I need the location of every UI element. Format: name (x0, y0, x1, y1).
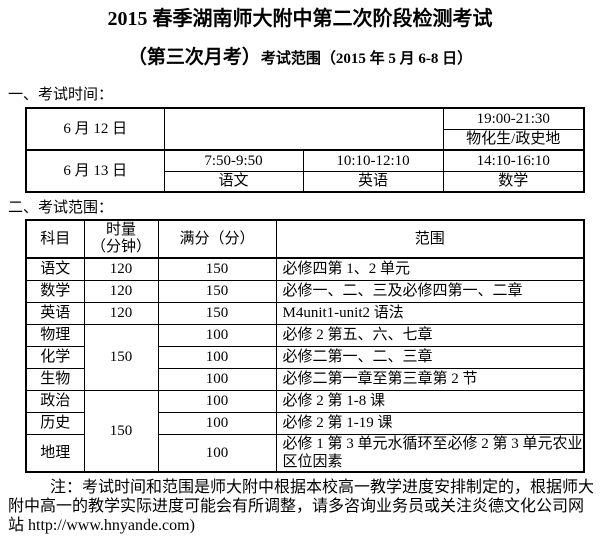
duration-cell: 120 (83, 257, 159, 281)
score-cell: 100 (157, 367, 277, 391)
schedule-time-cell: 7:50-9:50 (163, 149, 304, 172)
column-header-duration-line2: （分钟） (90, 239, 151, 255)
schedule-date-cell: 6 月 13 日 (25, 149, 165, 193)
section-exam-scope-heading: 二、考试范围： (8, 200, 114, 216)
schedule-date-cell: 6 月 12 日 (25, 107, 165, 151)
schedule-time-cell: 10:10-12:10 (302, 149, 444, 172)
score-cell: 100 (157, 323, 277, 347)
table-row: 6 月 13 日 7:50-9:50 10:10-12:10 14:10-16:… (25, 149, 585, 193)
range-cell: 必修四第 1、2 单元 (275, 257, 585, 281)
schedule-subject-cell: 语文 (163, 170, 304, 193)
subject-cell: 数学 (25, 279, 85, 303)
duration-merged-cell: 150 (83, 323, 159, 391)
table-header-row: 科目 时量 （分钟） 满分（分） 范围 (25, 219, 585, 259)
subtitle-scope-date: 考试范围（2015 年 5 月 6-8 日） (260, 51, 473, 67)
range-cell: 必修 2 第 1-8 课 (275, 389, 585, 413)
range-cell: 必修二第一章至第三章第 2 节 (275, 367, 585, 391)
subtitle-exam-name: （第三次月考） (127, 47, 261, 68)
table-row: 物理 150 100 必修 2 第五、六、七章 (25, 323, 585, 391)
column-header-duration: 时量 （分钟） (83, 219, 159, 259)
footnote-text: 注：考试时间和范围是师大附中根据本校高一教学进度安排制定的，根据师大附中高一的教… (8, 479, 595, 534)
score-cell: 150 (157, 257, 277, 281)
subject-cell: 生物 (25, 367, 85, 391)
subject-cell: 政治 (25, 389, 85, 413)
range-cell: 必修二第一、二、三章 (275, 345, 585, 369)
range-cell: 必修 2 第 1-19 课 (275, 411, 585, 435)
subject-cell: 英语 (25, 301, 85, 325)
schedule-time-cell: 19:00-21:30 (442, 107, 585, 130)
column-header-range: 范围 (275, 219, 585, 259)
range-cell: M4unit1-unit2 语法 (275, 301, 585, 325)
range-cell: 必修 2 第五、六、七章 (275, 323, 585, 347)
score-cell: 150 (157, 279, 277, 303)
table-row: 6 月 12 日 19:00-21:30 (25, 107, 585, 151)
score-cell: 100 (157, 389, 277, 413)
table-row: 历史 100 必修 2 第 1-19 课 (25, 411, 585, 435)
subject-cell: 物理 (25, 323, 85, 347)
schedule-subject-cell: 英语 (302, 170, 444, 193)
schedule-subject-cell: 数学 (442, 170, 585, 193)
column-header-score: 满分（分） (157, 219, 277, 259)
score-cell: 100 (157, 433, 277, 473)
page-title: 2015 春季湖南师大附中第二次阶段检测考试 (107, 8, 493, 30)
subject-cell: 语文 (25, 257, 85, 281)
schedule-time-cell: 14:10-16:10 (442, 149, 585, 172)
table-row: 地理 100 必修 1 第 3 单元水循环至必修 2 第 3 单元农业区位因素 (25, 433, 585, 473)
table-row: 语文 120 150 必修四第 1、2 单元 (25, 257, 585, 281)
column-header-subject: 科目 (25, 219, 85, 259)
range-cell: 必修一、二、三及必修四第一、二章 (275, 279, 585, 303)
section-exam-time-heading: 一、考试时间： (8, 87, 114, 103)
subject-cell: 地理 (25, 433, 85, 473)
duration-cell: 120 (83, 279, 159, 303)
score-cell: 100 (157, 345, 277, 369)
exam-schedule-table: 6 月 12 日 19:00-21:30 物化生/政史地 6 月 13 日 7:… (25, 107, 585, 193)
table-row: 政治 150 100 必修 2 第 1-8 课 (25, 389, 585, 473)
schedule-subject-cell: 物化生/政史地 (442, 128, 585, 151)
duration-merged-cell: 150 (83, 389, 159, 473)
score-cell: 100 (157, 411, 277, 435)
page-subtitle: （第三次月考）考试范围（2015 年 5 月 6-8 日） (0, 46, 600, 71)
subject-cell: 历史 (25, 411, 85, 435)
score-cell: 150 (157, 301, 277, 325)
table-row: 物化生/政史地 (26, 128, 585, 151)
column-header-duration-line1: 时量 (105, 222, 136, 238)
duration-cell: 120 (83, 301, 159, 325)
subject-cell: 化学 (25, 345, 85, 369)
schedule-empty-cell (163, 107, 444, 151)
exam-scope-table: 科目 时量 （分钟） 满分（分） 范围 语文 120 150 必修四第 1、2 … (25, 219, 585, 473)
table-row: 英语 120 150 M4unit1-unit2 语法 (25, 301, 585, 325)
table-row: 语文 英语 数学 (26, 170, 585, 193)
table-row: 生物 100 必修二第一章至第三章第 2 节 (25, 367, 585, 391)
range-cell: 必修 1 第 3 单元水循环至必修 2 第 3 单元农业区位因素 (275, 433, 585, 473)
table-row: 数学 120 150 必修一、二、三及必修四第一、二章 (25, 279, 585, 303)
